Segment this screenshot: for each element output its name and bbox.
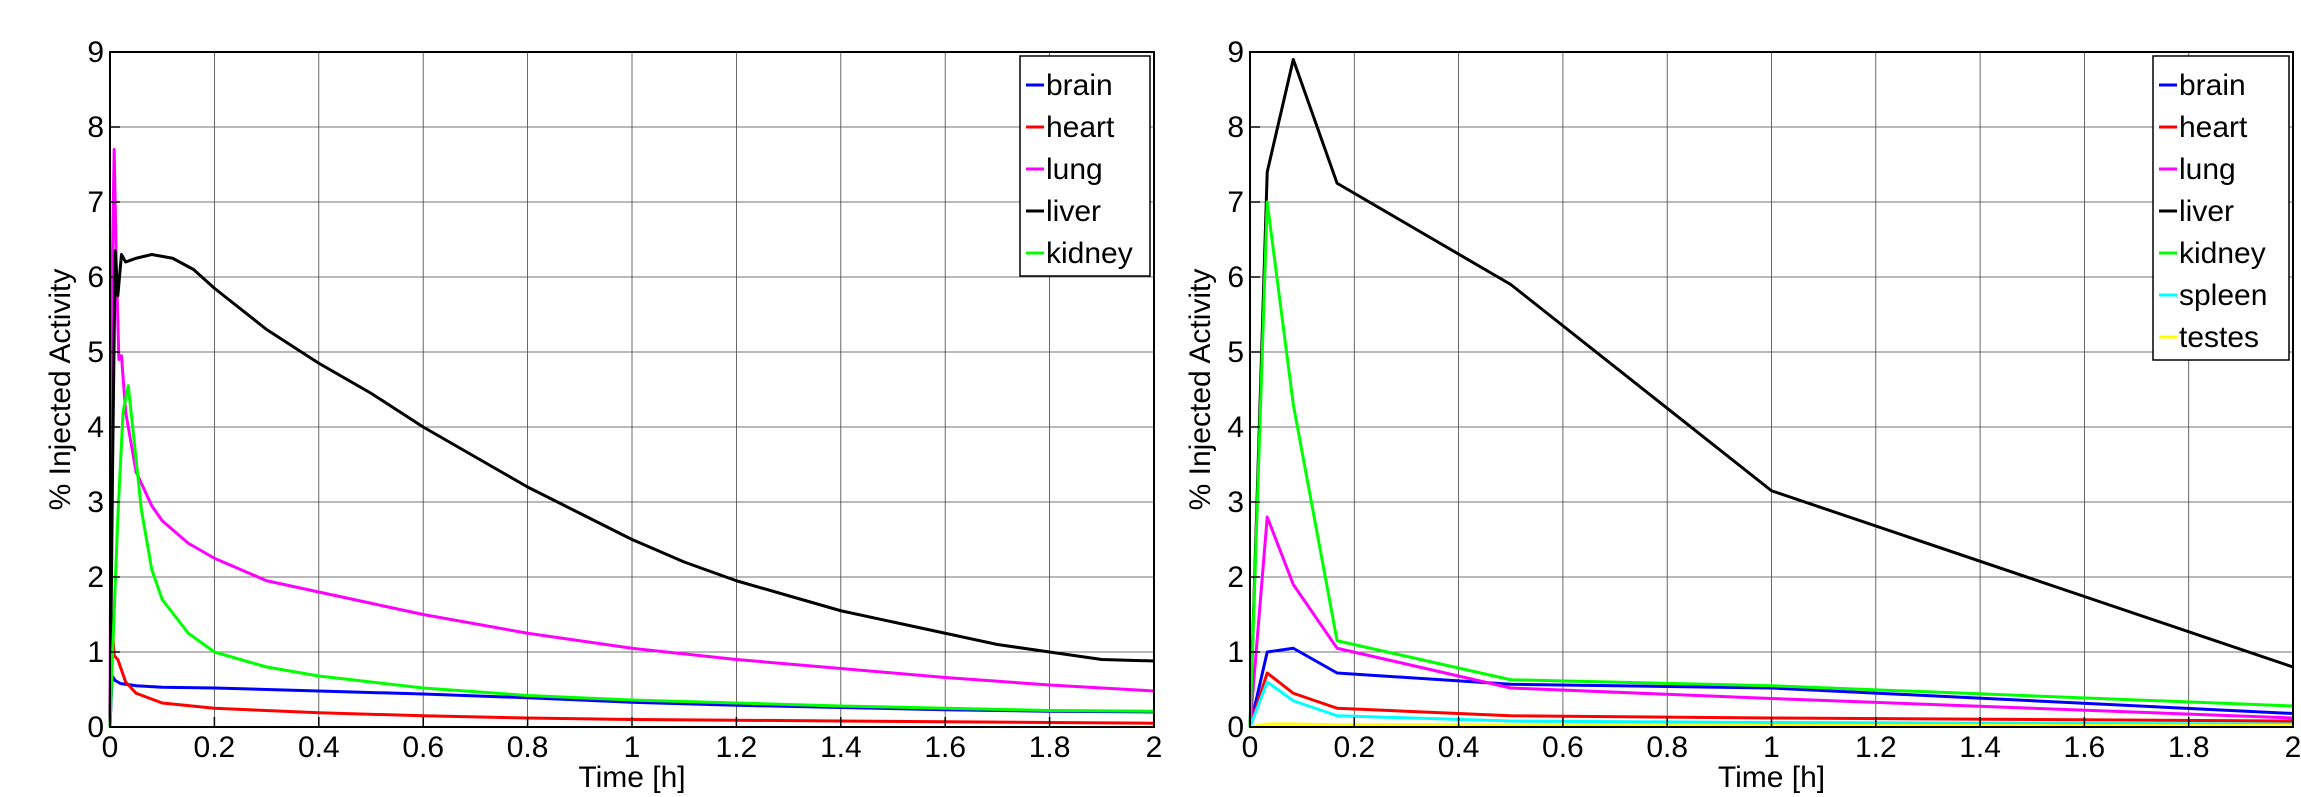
x-tick-label: 1.6 bbox=[924, 731, 966, 764]
x-tick-label: 0.6 bbox=[402, 731, 444, 764]
y-tick-label: 1 bbox=[87, 636, 104, 669]
series-line-liver bbox=[108, 249, 1155, 728]
x-tick-label: 1.6 bbox=[2064, 731, 2106, 764]
y-tick-label: 6 bbox=[87, 261, 104, 294]
x-tick-label: 1.2 bbox=[716, 731, 758, 764]
legend-label-brain: brain bbox=[2179, 69, 2246, 102]
series-line-liver bbox=[1248, 58, 2294, 728]
x-tick-label: 2 bbox=[1146, 731, 1163, 764]
legend-label-lung: lung bbox=[1046, 153, 1103, 186]
x-tick-label: 1.4 bbox=[820, 731, 862, 764]
x-tick-label: 0.8 bbox=[1646, 731, 1688, 764]
legend-label-testes: testes bbox=[2179, 321, 2259, 354]
y-tick-label: 9 bbox=[87, 36, 104, 69]
y-tick-label: 7 bbox=[1227, 186, 1244, 219]
series-line-brain bbox=[1248, 646, 2294, 728]
legend-label-heart: heart bbox=[1046, 111, 1115, 144]
x-tick-label: 0.8 bbox=[507, 731, 549, 764]
x-tick-label: 0.6 bbox=[1542, 731, 1584, 764]
y-tick-label: 3 bbox=[1227, 486, 1244, 519]
y-tick-label: 5 bbox=[87, 336, 104, 369]
legend: brain heart lung liver kidney spleen testes bbox=[2152, 55, 2290, 361]
y-axis-label: % Injected Activity bbox=[44, 269, 77, 511]
x-tick-label: 0 bbox=[102, 731, 119, 764]
x-tick-label: 0 bbox=[1242, 731, 1259, 764]
x-tick-label: 1 bbox=[624, 731, 641, 764]
y-tick-label: 0 bbox=[87, 711, 104, 744]
y-tick-label: 0 bbox=[1227, 711, 1244, 744]
series-line-kidney bbox=[108, 384, 1155, 728]
legend-box bbox=[1019, 55, 1151, 277]
y-tick-label: 4 bbox=[87, 411, 104, 444]
y-tick-label: 1 bbox=[1227, 636, 1244, 669]
legend-label-kidney: kidney bbox=[2179, 237, 2266, 270]
y-axis-label: % Injected Activity bbox=[1184, 269, 1217, 511]
y-tick-label: 6 bbox=[1227, 261, 1244, 294]
y-tick-label: 2 bbox=[1227, 561, 1244, 594]
y-tick-label: 2 bbox=[87, 561, 104, 594]
series-line-heart bbox=[108, 613, 1155, 728]
chart-left: 0 0.2 0.4 0.6 0.8 1 1.2 1.4 1.6 1.8 2 0 1 2 3 4 5 6 7 8 9 Tim… bbox=[44, 36, 1162, 794]
x-tick-label: 0.4 bbox=[1438, 731, 1480, 764]
legend-label-liver: liver bbox=[1046, 195, 1101, 228]
chart-right: 0 0.2 0.4 0.6 0.8 1 1.2 1.4 1.6 1.8 2 0 1 2 3 4 5 6 7 8 9 Tim… bbox=[1184, 36, 2301, 794]
legend-label-lung: lung bbox=[2179, 153, 2236, 186]
legend: brain heart lung liver kidney bbox=[1019, 55, 1151, 277]
x-axis-label: Time [h] bbox=[1718, 761, 1825, 794]
series-line-lung bbox=[1248, 515, 2294, 728]
x-tick-label: 1.8 bbox=[2168, 731, 2210, 764]
x-axis-label: Time [h] bbox=[578, 761, 685, 794]
legend-box bbox=[2152, 55, 2290, 361]
x-tick-label: 0.2 bbox=[194, 731, 236, 764]
y-tick-label: 8 bbox=[1227, 111, 1244, 144]
y-tick-label: 9 bbox=[1227, 36, 1244, 69]
legend-label-liver: liver bbox=[2179, 195, 2234, 228]
y-tick-label: 4 bbox=[1227, 411, 1244, 444]
legend-label-brain: brain bbox=[1046, 69, 1113, 102]
y-tick-label: 7 bbox=[87, 186, 104, 219]
x-tick-label: 0.4 bbox=[298, 731, 340, 764]
x-tick-label: 1 bbox=[1763, 731, 1780, 764]
y-tick-label: 3 bbox=[87, 486, 104, 519]
x-tick-label: 1.2 bbox=[1855, 731, 1897, 764]
legend-label-spleen: spleen bbox=[2179, 279, 2267, 312]
series-line-kidney bbox=[1248, 200, 2294, 728]
legend-label-heart: heart bbox=[2179, 111, 2248, 144]
x-tick-label: 2 bbox=[2285, 731, 2301, 764]
legend-label-kidney: kidney bbox=[1046, 237, 1133, 270]
y-tick-label: 8 bbox=[87, 111, 104, 144]
x-tick-label: 0.2 bbox=[1333, 731, 1375, 764]
x-tick-label: 1.4 bbox=[1959, 731, 2001, 764]
x-tick-label: 1.8 bbox=[1029, 731, 1071, 764]
series-line-lung bbox=[108, 148, 1155, 728]
y-tick-label: 5 bbox=[1227, 336, 1244, 369]
